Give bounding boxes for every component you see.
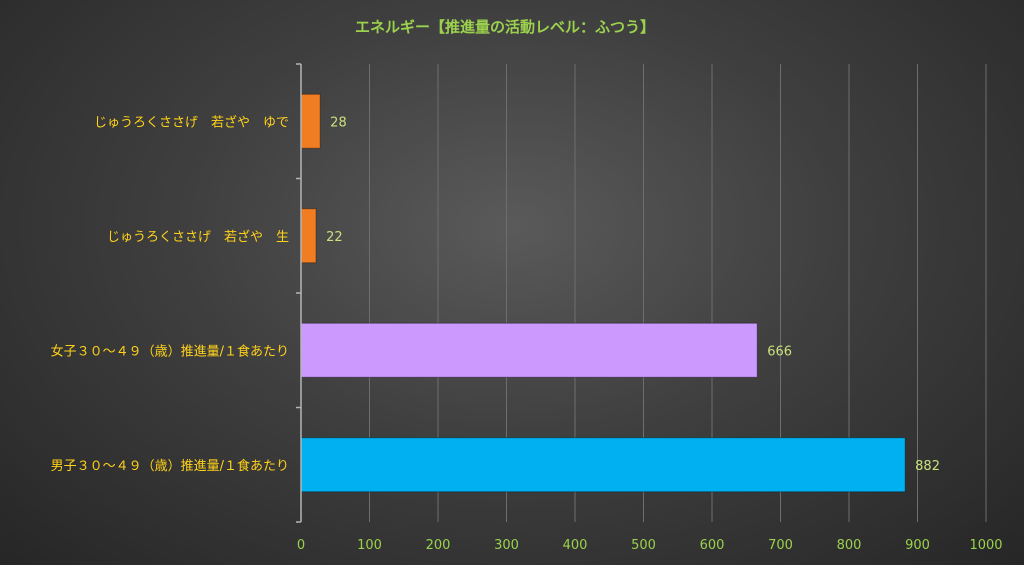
x-tick-label: 100	[357, 538, 382, 553]
data-label: 28	[330, 115, 347, 130]
bar	[300, 322, 758, 378]
x-tick-label: 300	[494, 538, 519, 553]
x-tick-label: 600	[700, 538, 725, 553]
x-tick-label: 0	[297, 538, 305, 553]
chart-title: エネルギー【推進量の活動レベル：ふつう】	[355, 18, 655, 36]
category-label: 男子３０～４９（歳）推進量/１食あたり	[51, 458, 289, 474]
category-label: 女子３０～４９（歳）推進量/１食あたり	[51, 343, 289, 359]
bars	[300, 93, 906, 493]
x-tick-label: 500	[631, 538, 656, 553]
x-tick-label: 800	[837, 538, 862, 553]
data-label: 882	[915, 459, 940, 474]
gridlines	[296, 63, 987, 523]
bar	[300, 208, 317, 264]
x-tick-label: 400	[563, 538, 588, 553]
category-label: じゅうろくささげ 若ざや ゆで	[94, 114, 289, 130]
x-tick-label: 900	[905, 538, 930, 553]
category-label: じゅうろくささげ 若ざや 生	[107, 229, 289, 245]
bar	[300, 93, 321, 149]
data-label: 666	[767, 344, 792, 359]
bar	[300, 437, 906, 493]
x-tick-label: 1000	[969, 538, 1002, 553]
x-tick-label: 700	[768, 538, 793, 553]
data-label: 22	[326, 230, 343, 245]
labels: 0 100 200 300 400 500 600 700 800 900 1000 28 じゅうろくさ…	[51, 114, 1003, 553]
x-tick-label: 200	[426, 538, 451, 553]
